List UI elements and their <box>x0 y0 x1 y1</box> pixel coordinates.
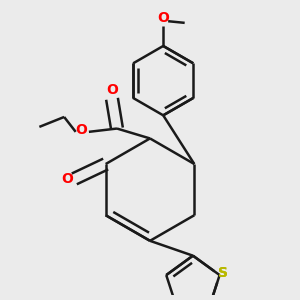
Text: O: O <box>106 82 118 97</box>
Text: S: S <box>218 266 228 280</box>
Text: O: O <box>61 172 73 186</box>
Text: O: O <box>157 11 169 25</box>
Text: O: O <box>76 123 88 137</box>
Text: S: S <box>218 266 228 280</box>
